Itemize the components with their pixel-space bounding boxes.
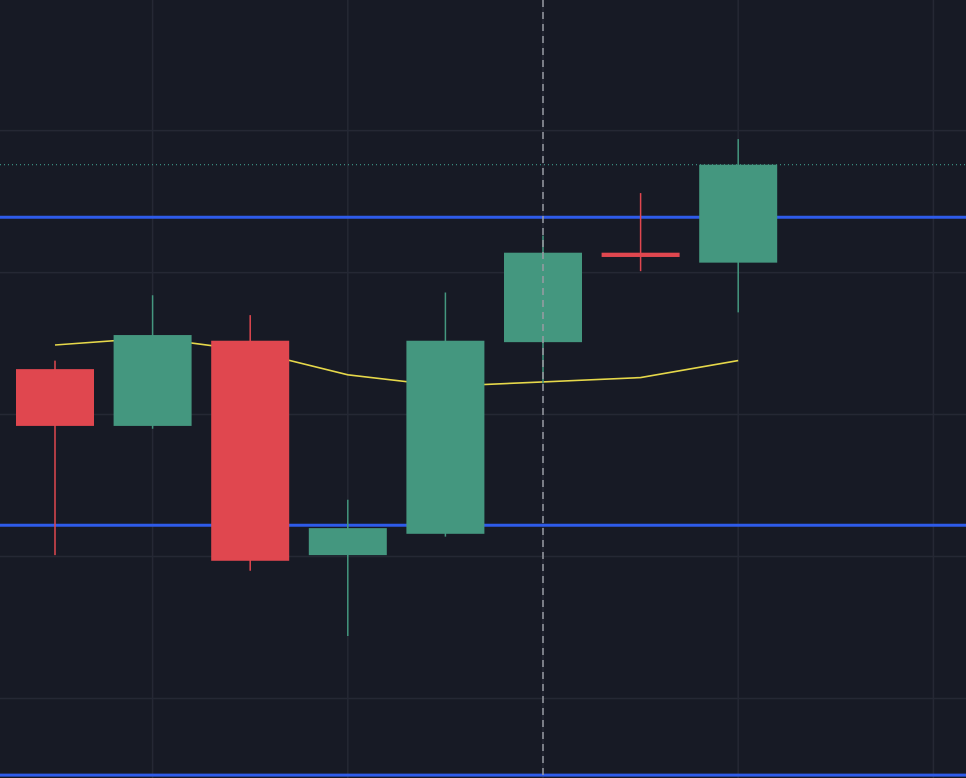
candle-body [699, 164, 778, 263]
candle-body [113, 335, 192, 426]
candle-body [406, 340, 485, 534]
candle-body [211, 340, 290, 561]
candle-body [308, 528, 387, 556]
candle-body [16, 369, 94, 426]
candle-body [601, 252, 680, 257]
